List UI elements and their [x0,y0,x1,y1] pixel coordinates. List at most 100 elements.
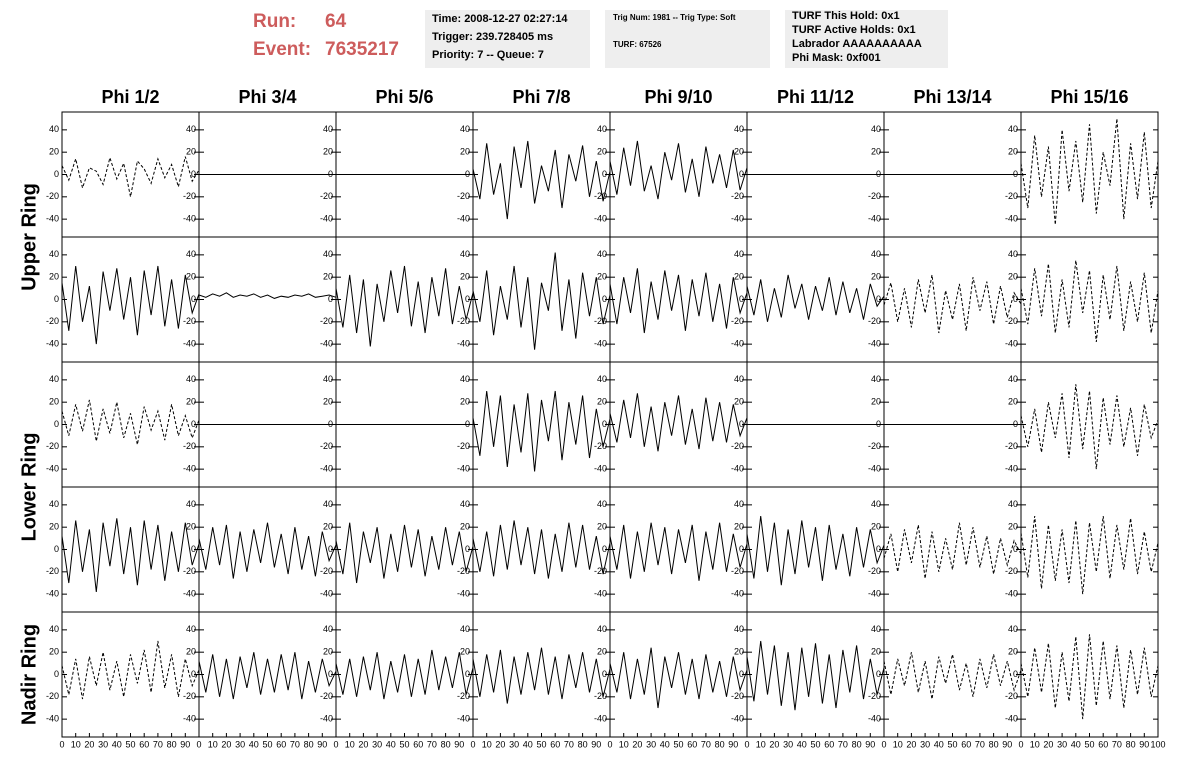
y-tick-label: -20 [320,316,333,326]
y-tick-label: 40 [49,124,59,134]
y-tick-label: 0 [54,419,59,429]
x-tick-label: 70 [290,739,300,749]
y-tick-label: 0 [602,419,607,429]
waveform [61,265,200,345]
y-tick-label: 0 [1013,544,1018,554]
column-header: Phi 15/16 [1050,87,1128,107]
waveform [609,522,748,581]
y-tick-label: -20 [594,441,607,451]
x-tick-label: 70 [975,739,985,749]
y-tick-label: 0 [328,419,333,429]
y-tick-label: 20 [49,647,59,657]
y-tick-label: 20 [871,147,881,157]
y-tick-label: 0 [602,544,607,554]
waveform [472,647,611,704]
y-tick-label: 20 [323,647,333,657]
y-tick-label: -40 [594,339,607,349]
y-tick-label: 40 [1008,499,1018,509]
y-tick-label: 20 [323,147,333,157]
y-tick-label: -40 [1005,714,1018,724]
y-tick-label: -40 [868,464,881,474]
waveform [883,652,1022,700]
x-tick-label: 80 [1126,739,1136,749]
y-tick-label: 0 [54,169,59,179]
y-tick-label: -40 [457,464,470,474]
x-tick-label: 50 [810,739,820,749]
y-tick-label: 20 [597,272,607,282]
event-label: Event: [253,39,311,60]
y-tick-label: -20 [183,441,196,451]
x-tick-label: 80 [715,739,725,749]
y-tick-label: 40 [186,499,196,509]
info-text: Trigger: 239.728405 ms [432,31,553,43]
waveform [472,252,611,350]
info-text: Phi Mask: 0xf001 [792,52,881,64]
y-tick-label: 0 [328,294,333,304]
x-tick-label: 30 [1057,739,1067,749]
y-tick-label: -20 [320,566,333,576]
y-tick-label: -20 [1005,691,1018,701]
y-tick-label: -40 [183,714,196,724]
y-tick-label: -20 [457,441,470,451]
y-tick-label: 40 [186,374,196,384]
info-text: TURF: 67526 [613,40,662,49]
x-tick-label: 70 [564,739,574,749]
y-tick-label: 40 [186,624,196,634]
x-tick-label: 60 [961,739,971,749]
x-tick-label: 0 [744,739,749,749]
x-tick-label: 20 [495,739,505,749]
x-tick-label: 10 [893,739,903,749]
y-tick-label: -40 [594,589,607,599]
info-text: Labrador AAAAAAAAAA [792,38,922,50]
y-tick-label: -20 [320,691,333,701]
x-tick-label: 0 [1018,739,1023,749]
x-tick-label: 10 [71,739,81,749]
y-tick-label: 40 [1008,374,1018,384]
y-tick-label: 40 [460,374,470,384]
info-box [425,10,590,68]
y-tick-label: -20 [183,316,196,326]
y-tick-label: 40 [49,624,59,634]
y-tick-label: -20 [46,191,59,201]
y-tick-label: 0 [739,544,744,554]
y-tick-label: 0 [876,419,881,429]
x-tick-label: 0 [333,739,338,749]
y-tick-label: 0 [54,294,59,304]
y-tick-label: 40 [49,499,59,509]
x-tick-label: 90 [180,739,190,749]
y-tick-label: -40 [594,464,607,474]
waveform [609,647,748,709]
y-tick-label: 20 [186,272,196,282]
y-tick-label: 20 [1008,147,1018,157]
x-tick-label: 40 [386,739,396,749]
x-tick-label: 90 [591,739,601,749]
y-tick-label: 0 [1013,169,1018,179]
info-box [605,10,770,68]
y-tick-label: -20 [594,316,607,326]
y-tick-label: -40 [1005,214,1018,224]
waveform [1020,634,1159,720]
x-tick-label: 20 [358,739,368,749]
y-tick-label: 0 [465,169,470,179]
y-tick-label: 0 [465,669,470,679]
waveform [883,522,1022,579]
x-tick-label: 30 [372,739,382,749]
waveform [883,274,1022,334]
y-tick-label: 20 [871,272,881,282]
info-text: TURF This Hold: 0x1 [792,10,900,22]
y-tick-label: 40 [323,249,333,259]
y-tick-label: -40 [868,589,881,599]
y-tick-label: 20 [186,147,196,157]
x-tick-label: 60 [276,739,286,749]
x-tick-label: 90 [865,739,875,749]
x-tick-label: 0 [881,739,886,749]
y-tick-label: -20 [183,566,196,576]
x-tick-label: 70 [1112,739,1122,749]
y-tick-label: 20 [871,397,881,407]
x-tick-label: 90 [1002,739,1012,749]
y-tick-label: -20 [457,566,470,576]
x-tick-label: 80 [441,739,451,749]
x-tick-label: 40 [523,739,533,749]
y-tick-label: -40 [46,714,59,724]
y-tick-label: -20 [46,441,59,451]
